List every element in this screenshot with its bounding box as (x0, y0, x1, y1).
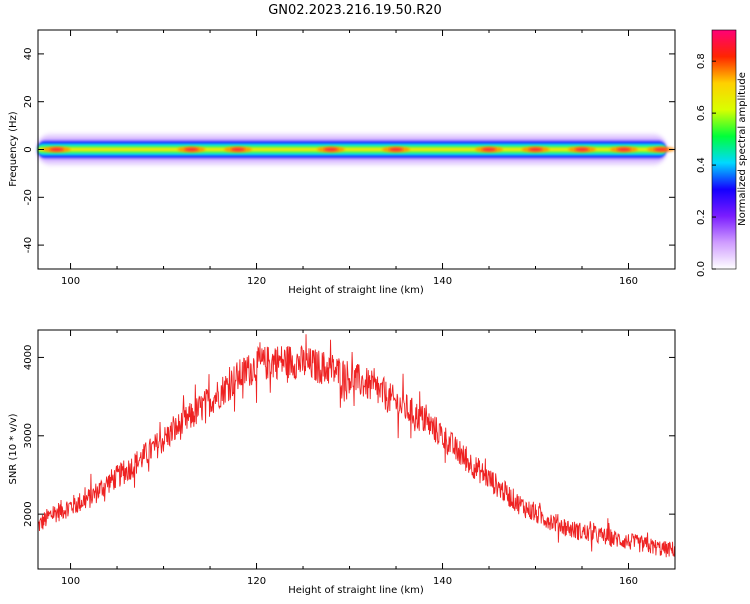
band-peak (654, 147, 669, 152)
colorbar-tick-label: 0.4 (696, 157, 707, 173)
spectrogram-x-axis-label: Height of straight line (km) (288, 285, 424, 296)
colorbar-ticks: 0.0 0.2 0.4 0.6 0.8 (696, 29, 737, 277)
snr-x-ticks: 100 120 140 160 (61, 330, 676, 587)
colorbar-gradient (712, 30, 736, 269)
band-peak (389, 147, 404, 152)
snr-y-tick-label: 4000 (23, 345, 34, 370)
spectrogram-y-tick-label: 40 (23, 48, 34, 61)
colorbar-tick-label: 0.6 (696, 105, 707, 121)
snr-x-tick-label: 120 (247, 576, 266, 587)
spectrogram-panel: 100 120 140 160 -40 -20 0 20 40 Height of strai… (8, 29, 676, 296)
band-peak (482, 147, 497, 152)
spectrogram-y-axis-label: Frequency (Hz) (8, 111, 19, 187)
colorbar-frame (711, 29, 737, 270)
snr-y-axis-label: SNR (10 * v/v) (8, 413, 19, 484)
spectrogram-y-tick-label: 0 (23, 146, 34, 152)
snr-y-ticks: 2000 3000 4000 (23, 345, 675, 527)
band-peak (184, 147, 199, 152)
colorbar-tick-label: 0.0 (696, 261, 707, 277)
band-peak (49, 147, 64, 152)
spectrogram-y-ticks: -40 -20 0 20 40 (23, 48, 675, 253)
snr-x-tick-label: 160 (619, 576, 638, 587)
band-peak (616, 147, 631, 152)
spectrogram-y-tick-label: 20 (23, 95, 34, 108)
band-peak (323, 147, 338, 152)
snr-x-tick-label: 100 (61, 576, 80, 587)
snr-x-tick-label: 140 (433, 576, 452, 587)
snr-series-line (37, 334, 676, 558)
spectrogram-x-tick-label: 160 (619, 276, 638, 287)
spectrogram-y-tick-label: -40 (23, 237, 34, 253)
spectrogram-y-tick-label: -20 (23, 189, 34, 205)
colorbar-tick-label: 0.8 (696, 53, 707, 69)
band-peak (230, 147, 245, 152)
snr-y-tick-label: 2000 (23, 501, 34, 526)
spectrogram-x-tick-label: 140 (433, 276, 452, 287)
snr-y-tick-label: 3000 (23, 423, 34, 448)
band-peak (528, 147, 543, 152)
spectrogram-x-ticks: 100 120 140 160 (61, 30, 676, 287)
figure-title: GN02.2023.216.19.50.R20 (268, 3, 442, 18)
band-peak (575, 147, 590, 152)
colorbar-label: Normalized spectral amplitude (737, 72, 748, 226)
colorbar-tick-label: 0.2 (696, 209, 707, 225)
colorbar: 0.0 0.2 0.4 0.6 0.8 Normalized spectral ampl… (696, 29, 748, 277)
spectrogram-x-tick-label: 100 (61, 276, 80, 287)
snr-frame (37, 329, 676, 570)
spectrogram-band (38, 133, 676, 166)
spectrogram-x-tick-label: 120 (247, 276, 266, 287)
snr-panel: 100 120 140 160 2000 3000 4000 Height of stra… (8, 329, 676, 596)
snr-x-axis-label: Height of straight line (km) (288, 585, 424, 596)
